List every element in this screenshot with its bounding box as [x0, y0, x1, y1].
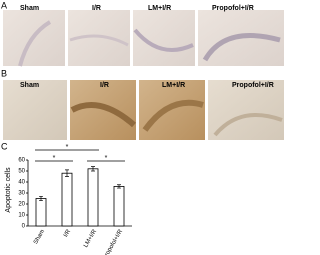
micrograph: [3, 80, 67, 140]
panel-b-images: [3, 80, 284, 140]
y-tick-label: 50: [18, 169, 25, 175]
x-tick-label: I/R: [63, 228, 72, 238]
tissue-band: [69, 34, 129, 47]
y-tick-label: 30: [18, 191, 25, 197]
tissue-band: [202, 33, 281, 62]
y-tick-label: 0: [22, 224, 26, 230]
significance-star: *: [66, 144, 69, 151]
micrograph: [139, 80, 205, 140]
bar: [35, 198, 47, 227]
tissue-band: [213, 113, 283, 137]
panel-label: LM+I/R: [148, 5, 171, 12]
y-tick-label: 60: [18, 158, 25, 164]
panel-label: Propofol+I/R: [212, 5, 254, 12]
error-bar: [39, 195, 43, 202]
y-axis-title: Apoptotic cells: [5, 167, 12, 213]
figure: A Sham I/R LM+I/R Propofol+I/R B Sham I/…: [1, 0, 284, 255]
tissue-band: [142, 99, 204, 132]
significance-star: *: [53, 155, 56, 162]
panel-label: I/R: [100, 82, 109, 89]
bar: [113, 185, 125, 227]
error-bar: [117, 184, 121, 189]
panel-label: Sham: [20, 82, 39, 89]
error-bar: [65, 169, 69, 177]
panel-label: Propofol+I/R: [232, 82, 274, 89]
tissue-band: [18, 20, 52, 67]
y-tick-label: 40: [18, 180, 25, 186]
error-bar: [91, 166, 95, 172]
y-tick-label: 10: [18, 213, 25, 219]
panel-letter: A: [1, 0, 7, 10]
panel-label: I/R: [92, 5, 101, 12]
bar: [87, 168, 99, 227]
micrograph: [70, 80, 136, 140]
x-tick-label: Sham: [33, 229, 46, 246]
bar: [61, 172, 73, 227]
x-tick-label: LM+I/R: [83, 228, 98, 248]
significance-star: *: [105, 155, 108, 162]
panel-label: Sham: [20, 5, 39, 12]
panel-label: LM+I/R: [162, 82, 185, 89]
panel-a-images: [3, 10, 284, 67]
tissue-band: [70, 102, 136, 128]
tissue-band: [133, 28, 194, 52]
panel-letter: B: [1, 68, 7, 78]
panel-letter: C: [1, 141, 8, 151]
y-tick-label: 20: [18, 202, 25, 208]
x-tick-label: Propofol+I/R: [102, 228, 124, 255]
